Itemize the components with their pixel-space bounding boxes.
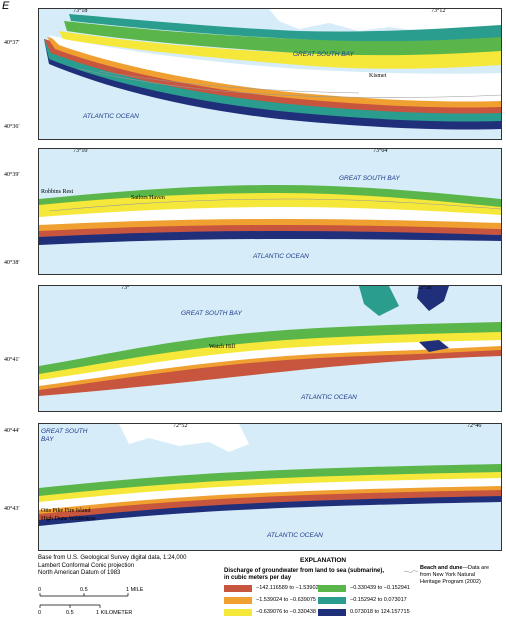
longitude-label: 73°10′ <box>73 148 89 154</box>
legend-label: −1.539024 to −0.639075 <box>256 597 316 603</box>
legend-label: −0.152942 to 0.073017 <box>350 597 407 603</box>
legend-label: −0.330439 to −0.152941 <box>350 585 410 591</box>
credit-line: Lambert Conformal Conic projection <box>38 562 135 569</box>
legend-label: −142.116589 to −1.539023 <box>256 585 322 591</box>
legend-swatch <box>224 597 252 604</box>
scale-mile-half: 0.5 <box>80 587 88 593</box>
scale-km-1: 1 KILOMETER <box>96 610 133 616</box>
water-label: GREAT SOUTH BAY <box>181 310 242 317</box>
latitude-label: 40°43′ <box>4 506 20 512</box>
legend-swatch <box>224 609 252 616</box>
longitude-label: 72°58′ <box>417 285 433 291</box>
beach-dune-title: Beach and dune <box>420 565 463 571</box>
base-credits: Base from U.S. Geological Survey digital… <box>38 555 186 578</box>
beach-dune-symbol <box>404 570 418 573</box>
beach-dune-text: —Data are <box>462 565 490 571</box>
latitude-label: 40°38′ <box>4 260 20 266</box>
longitude-label: 72°52′ <box>173 423 189 429</box>
scale-km-0: 0 <box>38 610 42 616</box>
credit-line: North American Datum of 1983 <box>38 570 121 576</box>
water-label: ATLANTIC OCEAN <box>253 253 309 260</box>
longitude-label: 73°18′ <box>73 8 89 14</box>
scale-mile-0: 0 <box>38 587 42 593</box>
map-panel-1-drawing <box>44 9 501 130</box>
beach-dune-legend: Beach and dune—Data are from New York Na… <box>420 565 506 586</box>
legend-swatch <box>318 597 346 604</box>
explanation-title: EXPLANATION <box>300 557 347 564</box>
latitude-label: 40°36′ <box>4 124 20 130</box>
map-panel-3: 73° 72°58′ GREAT SOUTH BAY ATLANTIC OCEA… <box>38 285 502 412</box>
scale-bar <box>39 593 129 608</box>
place-label: Kismet <box>369 73 387 79</box>
legend-label: 0.073018 to 124.157715 <box>350 609 410 615</box>
water-label: ATLANTIC OCEAN <box>301 394 357 401</box>
water-label: GREAT SOUTH <box>41 428 88 435</box>
water-label: GREAT SOUTH BAY <box>339 175 400 182</box>
place-label: Otis Pike Fire Island <box>41 508 91 514</box>
map-panel-2-drawing <box>39 185 501 245</box>
legend-label: −0.639076 to −0.330438 <box>256 609 316 615</box>
scale-km-half: 0.5 <box>66 610 74 616</box>
explanation-subtitle: Discharge of groundwater from land to se… <box>224 568 384 582</box>
place-label: Sailors Haven <box>131 195 165 201</box>
longitude-label: 73°04′ <box>373 148 389 154</box>
longitude-label: 72°46′ <box>467 423 483 429</box>
map-panel-4-drawing <box>39 424 501 526</box>
latitude-label: 40°37′ <box>4 40 20 46</box>
water-label: ATLANTIC OCEAN <box>83 113 139 120</box>
legend-swatch <box>318 609 346 616</box>
water-label: BAY <box>41 436 54 443</box>
place-label: High Dune Wilderness <box>41 516 96 522</box>
latitude-label: 40°41′ <box>4 357 20 363</box>
explanation-subtitle-line: Discharge of groundwater from land to se… <box>224 568 385 574</box>
panel-letter: E <box>2 0 10 12</box>
map-panel-3-drawing <box>39 286 501 396</box>
latitude-label: 40°44′ <box>4 428 20 434</box>
legend-swatch <box>318 585 346 592</box>
longitude-label: 73°12′ <box>431 8 447 14</box>
place-label: Robbins Rest <box>41 189 74 195</box>
beach-dune-text: Heritage Program (2002) <box>420 579 481 585</box>
latitude-label: 40°39′ <box>4 172 20 178</box>
scale-mile-1: 1 MILE <box>126 587 144 593</box>
credit-line: Base from U.S. Geological Survey digital… <box>38 555 187 561</box>
map-panel-4: 72°52′ 72°46′ GREAT SOUTH BAY ATLANTIC O… <box>38 423 502 551</box>
longitude-label: 73° <box>121 285 130 291</box>
water-label: GREAT SOUTH BAY <box>293 51 354 58</box>
map-panel-1: 73°18′ 73°12′ GREAT SOUTH BAY ATLANTIC O… <box>38 8 502 140</box>
legend-swatch <box>224 585 252 592</box>
map-panel-2: 73°10′ 73°04′ GREAT SOUTH BAY ATLANTIC O… <box>38 148 502 275</box>
explanation-subtitle-line: in cubic meters per day <box>224 575 292 581</box>
place-label: Watch Hill <box>209 344 236 350</box>
beach-dune-text: from New York Natural <box>420 572 476 578</box>
water-label: ATLANTIC OCEAN <box>267 532 323 539</box>
